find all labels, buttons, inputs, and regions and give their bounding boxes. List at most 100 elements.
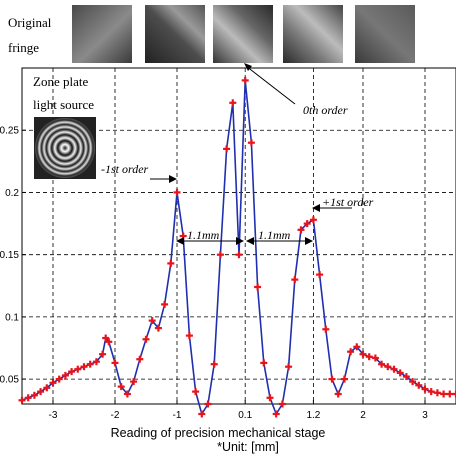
data-point [415,381,423,389]
data-point [105,338,113,346]
x-tick-label: 3 [422,410,428,421]
data-point [409,378,417,386]
data-point [136,355,144,363]
dimension-right-text: 1.1mm [258,228,291,242]
data-point [421,385,429,393]
data-point [353,343,361,351]
fringe-label-line1: Original [8,15,52,30]
data-point [396,369,404,377]
data-point [92,358,100,366]
source-label-line1: Zone plate [33,74,88,89]
data-point [291,276,299,284]
y-tick-label: 0.15 [0,250,19,261]
data-point [390,365,398,373]
data-point [167,259,175,267]
data-point [235,251,243,259]
fringe-thumbnail-1 [72,5,132,63]
unit-note: *Unit: [mm] [217,440,279,454]
data-point [402,373,410,381]
data-point [142,335,150,343]
x-axis-label: Reading of precision mechanical stage [111,426,326,440]
data-point [210,360,218,368]
annotation-0th-order-text: 0th order [303,103,348,117]
data-point [74,365,82,373]
data-point [229,99,237,107]
data-point [309,216,317,224]
data-point [204,400,212,408]
data-point [68,368,76,376]
data-point [433,389,441,397]
annotation-plus-1st-order-text: +1st order [322,195,374,209]
data-point [347,348,355,356]
zone-plate-rings [35,118,95,178]
x-axis-ticks: -3 -2 -1 0.1 1.2 2 3 [49,410,429,421]
data-point [340,375,348,383]
data-point [446,390,454,398]
data-point [148,317,156,325]
data-point [440,390,448,398]
data-point [254,283,262,291]
data-point [316,271,324,279]
data-point [216,251,224,259]
data-point [328,375,336,383]
data-point [80,363,88,371]
data-point [18,396,26,404]
annotation-0th-order: 0th order [244,63,348,117]
data-point [123,390,131,398]
y-tick-label: 0.2 [5,188,19,199]
data-point [55,375,63,383]
annotation-plus-1st-order: +1st order [312,195,374,212]
data-point [37,388,45,396]
data-point [24,394,32,402]
fringe-thumbnail-5 [355,5,415,63]
dimension-left-1.1mm: 1.1mm [176,228,244,245]
x-tick-label: -3 [49,410,58,421]
data-point [61,371,69,379]
data-point [247,139,255,147]
data-point [334,390,342,398]
data-point [49,379,57,387]
source-label-line2: light source [33,97,94,112]
data-point [266,394,274,402]
data-point [371,354,379,362]
data-point [452,390,456,398]
data-point [130,378,138,386]
dimension-left-text: 1.1mm [187,228,220,242]
data-point [303,220,311,228]
data-point [223,145,231,153]
data-point [285,363,293,371]
data-point [192,388,200,396]
annotation-minus-1st-order: -1st order [101,162,177,183]
data-point [260,359,268,367]
x-tick-label: -1 [173,410,182,421]
data-point [154,324,162,332]
data-point [384,363,392,371]
x-tick-label: 2 [360,410,366,421]
x-tick-label: 1.2 [306,410,320,421]
data-point [43,384,51,392]
data-point [272,410,280,418]
data-point [86,360,94,368]
data-point [117,383,125,391]
fringe-thumbnail-3 [213,5,273,63]
data-point [278,400,286,408]
data-point [378,360,386,368]
x-tick-label: 0.1 [238,410,252,421]
data-point [241,76,249,84]
data-point [359,350,367,358]
data-point [161,300,169,308]
data-point [99,350,107,358]
data-point [427,388,435,396]
annotation-minus-1st-order-text: -1st order [101,162,149,176]
fringe-thumbnail-4 [283,5,343,63]
data-point [322,325,330,333]
y-axis-ticks: 0.05 0.1 0.15 0.2 0.25 [0,126,19,386]
data-point [102,334,110,342]
data-point [297,226,305,234]
data-point [198,410,206,418]
x-tick-label: -2 [111,410,120,421]
fringe-thumbnail-2 [145,5,205,63]
data-point [30,391,38,399]
data-point [111,359,119,367]
